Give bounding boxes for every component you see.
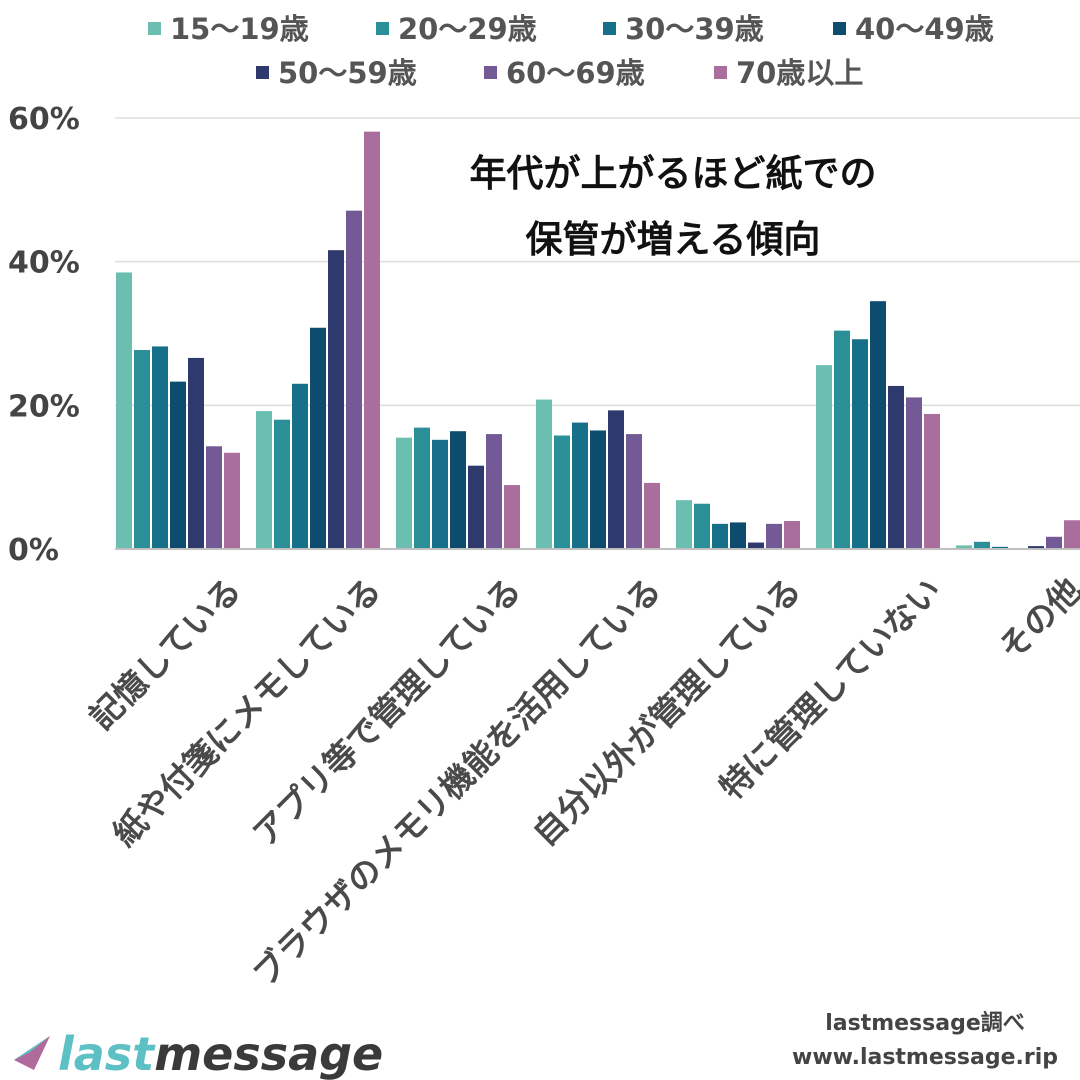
bar <box>536 399 552 549</box>
legend-swatch <box>148 22 161 35</box>
bar <box>152 346 168 549</box>
bar <box>676 500 692 549</box>
y-tick-label: 20% <box>8 389 80 424</box>
bar <box>730 522 746 549</box>
bar <box>224 452 240 549</box>
credit-line-2: www.lastmessage.rip <box>792 1045 1058 1070</box>
bar <box>888 385 904 549</box>
svg-text:lastmessage: lastmessage <box>58 1027 383 1080</box>
credit-line-1: lastmessage調べ <box>825 1010 1025 1036</box>
bar <box>1064 520 1080 549</box>
bar <box>644 482 660 549</box>
annotation-line: 保管が増える傾向 <box>526 218 821 261</box>
x-axis-categories: 記憶している紙や付箋にメモしているアプリ等で管理しているブラウザのメモリ機能を活… <box>82 570 1080 994</box>
bar <box>206 446 222 549</box>
bar <box>134 350 150 549</box>
bar <box>256 411 272 549</box>
bar <box>712 523 728 549</box>
legend-label: 40〜49歳 <box>855 12 994 46</box>
bar <box>450 431 466 549</box>
legend-label: 20〜29歳 <box>398 12 537 46</box>
legend-swatch <box>833 22 846 35</box>
y-tick-label: 0% <box>8 533 59 568</box>
y-tick-label: 40% <box>8 246 80 281</box>
bar <box>906 397 922 549</box>
bar <box>396 437 412 549</box>
bar <box>468 465 484 549</box>
bar <box>414 427 430 549</box>
legend-swatch <box>256 66 269 79</box>
bar <box>170 381 186 549</box>
legend-label: 50〜59歳 <box>278 56 417 90</box>
bar <box>870 301 886 549</box>
y-axis-ticks: 0% 20% 40% 60% <box>8 102 80 568</box>
legend-swatch <box>484 66 497 79</box>
bar <box>1046 536 1062 549</box>
y-tick-label: 60% <box>8 102 80 137</box>
legend-label: 15〜19歳 <box>170 12 309 46</box>
legend-label: 30〜39歳 <box>625 12 764 46</box>
bar <box>748 542 764 549</box>
bar <box>834 330 850 549</box>
bar <box>590 430 606 549</box>
bar <box>974 541 990 549</box>
bar <box>1028 546 1044 549</box>
credit: lastmessage調べ www.lastmessage.rip <box>792 1010 1058 1070</box>
bar <box>346 210 362 550</box>
bars <box>116 131 1080 550</box>
bar <box>924 413 940 549</box>
bar <box>504 485 520 549</box>
category-label: 自分以外が管理している <box>525 570 809 854</box>
legend-swatch <box>376 22 389 35</box>
bar <box>116 272 132 549</box>
bar <box>572 422 588 549</box>
bar <box>432 439 448 549</box>
legend-label: 60〜69歳 <box>506 56 645 90</box>
bar <box>992 546 1008 549</box>
legend-swatch <box>603 22 616 35</box>
bar <box>784 520 800 549</box>
annotation-line: 年代が上がるほど紙での <box>470 152 877 195</box>
category-label: その他 <box>991 570 1080 668</box>
bar <box>766 523 782 549</box>
bar <box>274 419 290 549</box>
logo-text-message: message <box>154 1027 383 1080</box>
bar <box>626 434 642 549</box>
legend-swatch <box>714 66 727 79</box>
bar <box>554 435 570 549</box>
category-label: アプリ等で管理している <box>245 570 529 854</box>
bar <box>188 357 204 549</box>
bar <box>310 327 326 549</box>
logo-text-last: last <box>58 1027 156 1080</box>
bar <box>328 250 344 549</box>
bar <box>292 383 308 549</box>
bar <box>364 131 380 550</box>
logo: lastmessage <box>14 1027 383 1080</box>
bar <box>486 434 502 549</box>
bar <box>852 339 868 549</box>
bar <box>694 503 710 549</box>
chart-legend: 15〜19歳 20〜29歳 30〜39歳 40〜49歳 50〜59歳 60〜69歳 70歳以… <box>148 12 994 90</box>
bar <box>956 545 972 549</box>
bar <box>608 410 624 549</box>
bar <box>816 365 832 549</box>
paper-plane-icon <box>14 1036 50 1070</box>
category-label: 紙や付箋にメモしている <box>105 570 389 854</box>
legend-label: 70歳以上 <box>736 56 863 90</box>
